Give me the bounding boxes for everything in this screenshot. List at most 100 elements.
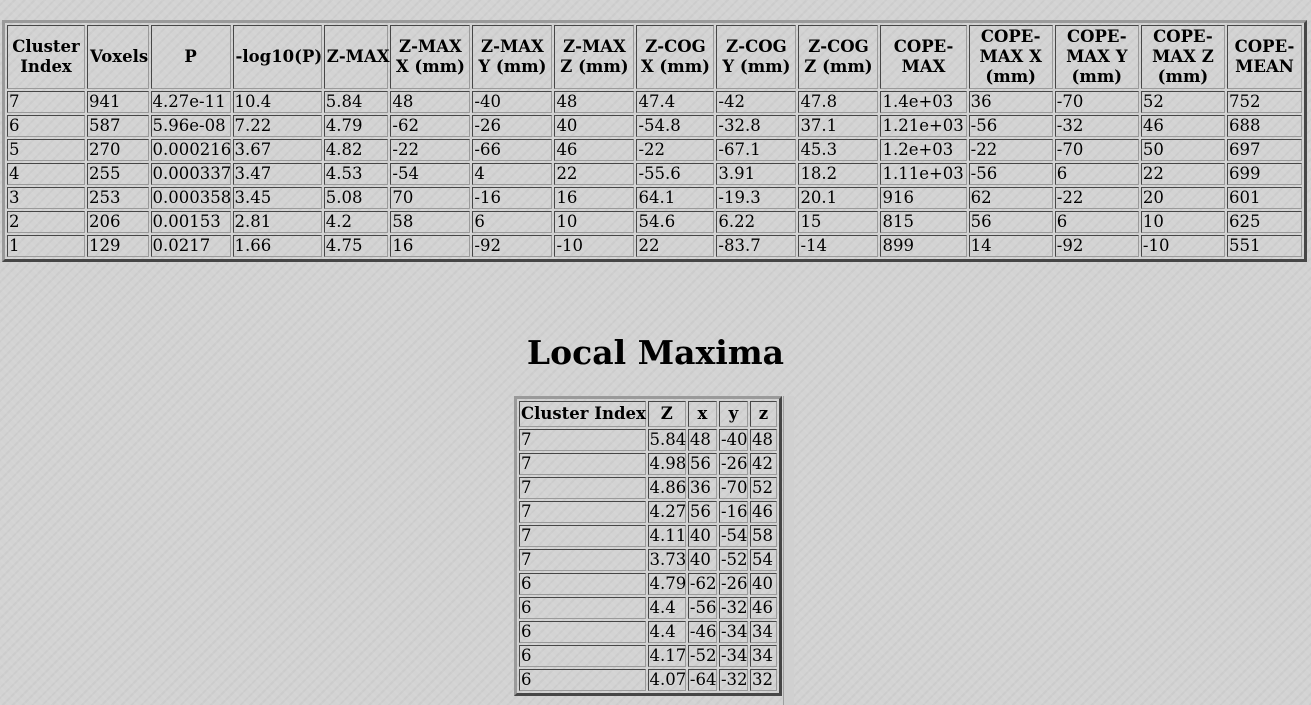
maxima-row-cell: 4.17 [647, 645, 687, 667]
cluster-row-cell: 10 [1140, 211, 1225, 233]
cluster-row-cell: -14 [798, 235, 879, 257]
maxima-row-cell: 6 [519, 669, 646, 691]
cluster-row: 1 129 0.0217 1.66 4.75 16 -92 -10 22 -83.7 -14 899 1… [7, 235, 1302, 257]
header-cope-mean: COPE- MEAN [1227, 25, 1302, 89]
maxima-row-cell: 4.07 [647, 669, 687, 691]
cluster-row-cell: 0.00153 [150, 211, 231, 233]
maxima-row-cell: -34 [718, 621, 748, 643]
header-cluster-index: Cluster Index [7, 25, 85, 89]
cluster-row-cell: -10 [1140, 235, 1225, 257]
cluster-row-cell: 1.2e+03 [880, 139, 967, 161]
maxima-row-cell: 4.79 [647, 573, 687, 595]
cluster-row-cell: -70 [1054, 91, 1139, 113]
maxima-row: 7 4.11 40 -54 58 [519, 525, 777, 547]
cluster-row-cell: -22 [1054, 187, 1139, 209]
cluster-row-cell: 1.4e+03 [880, 91, 967, 113]
maxima-header-y: y [718, 401, 748, 427]
cluster-row: 7 941 4.27e-11 10.4 5.84 48 -40 48 47.4 -42 47.8 1.… [7, 91, 1302, 113]
cluster-row-cell: 45.3 [798, 139, 879, 161]
cluster-row-cell: 58 [390, 211, 471, 233]
cluster-row-cell: -16 [472, 187, 553, 209]
maxima-header-cluster-index: Cluster Index [519, 401, 646, 427]
cluster-row-cell: 6 [1054, 211, 1139, 233]
maxima-row-cell: 40 [749, 573, 777, 595]
cluster-row-cell: 5.96e-08 [150, 115, 231, 137]
maxima-row-cell: 48 [749, 429, 777, 451]
cluster-row-cell: 15 [798, 211, 879, 233]
maxima-row-cell: -64 [687, 669, 717, 691]
cluster-row-cell: 3.47 [232, 163, 322, 185]
cluster-row-cell: -55.6 [636, 163, 715, 185]
maxima-row: 7 4.27 56 -16 46 [519, 501, 777, 523]
maxima-row: 7 4.98 56 -26 42 [519, 453, 777, 475]
cluster-row-cell: 56 [968, 211, 1053, 233]
maxima-header-z: z [749, 401, 777, 427]
maxima-row: 6 4.4 -56 -32 46 [519, 597, 777, 619]
cluster-row-cell: 4.53 [323, 163, 389, 185]
cluster-row: 6 587 5.96e-08 7.22 4.79 -62 -26 40 -54.8 -32.8 37… [7, 115, 1302, 137]
maxima-row-cell: 4.11 [647, 525, 687, 547]
cluster-row-cell: 46 [554, 139, 635, 161]
maxima-header-z-value: Z [647, 401, 686, 427]
cluster-row-cell: -22 [968, 139, 1053, 161]
cluster-row-cell: 270 [86, 139, 149, 161]
cluster-row-cell: 47.8 [798, 91, 879, 113]
cluster-row-cell: 7 [7, 91, 85, 113]
cluster-row-cell: 699 [1227, 163, 1302, 185]
maxima-row-cell: 5.84 [647, 429, 687, 451]
cluster-row-cell: -66 [472, 139, 553, 161]
cluster-row-cell: -70 [1054, 139, 1139, 161]
cluster-row-cell: 5 [7, 139, 85, 161]
cluster-row-cell: 625 [1227, 211, 1302, 233]
cluster-row-cell: 5.84 [323, 91, 389, 113]
maxima-row-cell: -62 [687, 573, 717, 595]
cluster-row-cell: 14 [968, 235, 1053, 257]
cluster-row-cell: 46 [1140, 115, 1225, 137]
cluster-row-cell: 601 [1227, 187, 1302, 209]
maxima-row-cell: 46 [749, 597, 777, 619]
maxima-row-cell: 3.73 [647, 549, 687, 571]
cluster-row-cell: -62 [390, 115, 471, 137]
cluster-row-cell: 1.11e+03 [880, 163, 967, 185]
cluster-row-cell: -92 [1054, 235, 1139, 257]
maxima-row-cell: -26 [718, 573, 748, 595]
cluster-row-cell: 48 [390, 91, 471, 113]
cluster-row-cell: 129 [86, 235, 149, 257]
cluster-row-cell: 40 [554, 115, 635, 137]
maxima-header-x: x [687, 401, 717, 427]
local-maxima-container[interactable]: Cluster Index Z x y z 7 5.84 48 -40 48 7 4.98 5… [514, 396, 794, 705]
cluster-row-cell: 10 [554, 211, 635, 233]
cluster-row-cell: 22 [636, 235, 715, 257]
cluster-row-cell: -56 [968, 115, 1053, 137]
cluster-row-cell: 4.75 [323, 235, 389, 257]
scrollbar[interactable] [783, 396, 794, 705]
cluster-row-cell: -92 [472, 235, 553, 257]
cluster-row-cell: 4 [472, 163, 553, 185]
cluster-row-cell: 6 [472, 211, 553, 233]
maxima-row: 7 3.73 40 -52 54 [519, 549, 777, 571]
maxima-row-cell: 4.27 [647, 501, 687, 523]
maxima-row-cell: 32 [749, 669, 777, 691]
header-zmax-x: Z-MAX X (mm) [390, 25, 471, 89]
cluster-row-cell: 50 [1140, 139, 1225, 161]
header-zmax-y: Z-MAX Y (mm) [472, 25, 553, 89]
maxima-row-cell: 6 [519, 597, 646, 619]
cluster-row-cell: -32.8 [716, 115, 797, 137]
maxima-row: 6 4.79 -62 -26 40 [519, 573, 777, 595]
local-maxima-heading: Local Maxima [526, 333, 785, 372]
maxima-row-cell: 54 [749, 549, 777, 571]
maxima-row-cell: -32 [718, 597, 748, 619]
maxima-row-cell: 6 [519, 645, 646, 667]
cluster-row-cell: 4 [7, 163, 85, 185]
maxima-row-cell: 46 [749, 501, 777, 523]
cluster-row-cell: 16 [390, 235, 471, 257]
cluster-row-cell: -19.3 [716, 187, 797, 209]
cluster-row-cell: -26 [472, 115, 553, 137]
maxima-row-cell: 4.98 [647, 453, 687, 475]
cluster-row-cell: 6 [7, 115, 85, 137]
header-cope-max-x: COPE- MAX X (mm) [968, 25, 1053, 89]
cluster-row-cell: 1.66 [232, 235, 322, 257]
cluster-row-cell: -42 [716, 91, 797, 113]
cluster-row-cell: 20.1 [798, 187, 879, 209]
